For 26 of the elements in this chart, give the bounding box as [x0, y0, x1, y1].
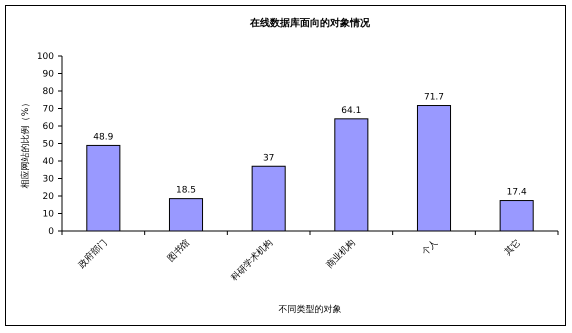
y-tick-label: 10 [42, 210, 54, 220]
y-tick-label: 20 [42, 192, 54, 202]
y-tick-label: 0 [48, 227, 54, 237]
y-tick-label: 60 [42, 122, 54, 132]
data-label: 37 [262, 153, 274, 164]
x-tick-label: 政府部门 [76, 237, 110, 271]
chart-title: 在线数据库面向的对象情况 [249, 17, 371, 29]
data-label: 64.1 [341, 106, 362, 116]
x-tick-label: 商业机构 [324, 237, 358, 271]
x-tick-label: 科研学术机构 [228, 237, 275, 284]
x-tick-label: 其它 [502, 237, 523, 258]
data-label: 48.9 [93, 132, 114, 142]
data-label: 17.4 [506, 188, 527, 198]
x-tick-label: 个人 [420, 237, 440, 258]
y-tick-label: 30 [42, 174, 54, 184]
data-label: 18.5 [176, 186, 196, 196]
y-axis-title: 相应网站的比例（%） [20, 98, 31, 188]
x-tick-label: 图书馆 [165, 237, 192, 264]
y-tick-label: 80 [42, 87, 54, 97]
y-tick-label: 50 [42, 140, 54, 150]
y-tick-label: 90 [42, 70, 54, 80]
y-tick-label: 100 [36, 52, 54, 62]
y-tick-label: 70 [42, 104, 54, 114]
data-label: 71.7 [424, 92, 444, 103]
y-tick-label: 40 [42, 157, 54, 167]
x-axis-title: 不同类型的对象 [278, 304, 342, 315]
